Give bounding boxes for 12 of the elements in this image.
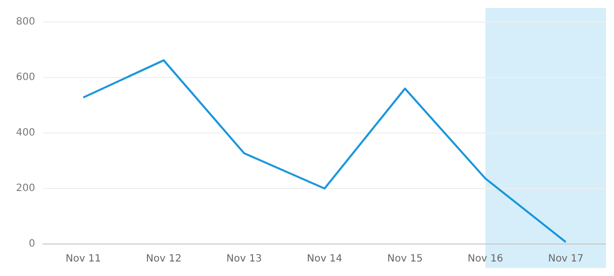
y-tick-label: 600 (16, 72, 36, 84)
x-tick-label: Nov 14 (306, 254, 342, 265)
x-tick-label: Nov 17 (548, 254, 584, 265)
y-tick-label: 0 (28, 238, 36, 250)
y-tick-label: 400 (16, 128, 36, 139)
x-tick-label: Nov 12 (146, 254, 182, 265)
x-tick-label: Nov 13 (226, 254, 262, 265)
y-tick-label: 200 (16, 183, 36, 194)
x-tick-label: Nov 11 (66, 254, 102, 265)
x-tick-label: Nov 16 (468, 254, 504, 265)
x-tick-label: Nov 15 (387, 254, 423, 265)
y-tick-label: 800 (16, 16, 36, 28)
